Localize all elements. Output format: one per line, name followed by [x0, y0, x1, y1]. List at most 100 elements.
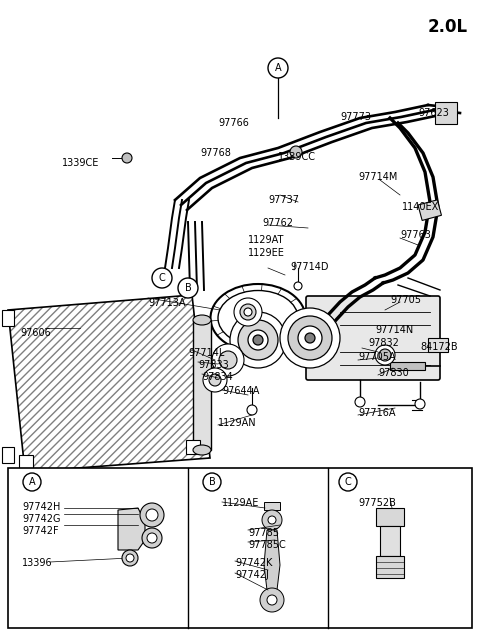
Text: B: B [185, 283, 192, 293]
Bar [435, 102, 457, 124]
Circle shape [126, 554, 134, 562]
Circle shape [375, 345, 395, 365]
Text: 97705: 97705 [390, 295, 421, 305]
Text: 97714L: 97714L [188, 348, 224, 358]
Circle shape [146, 509, 158, 521]
Ellipse shape [218, 290, 298, 345]
Text: 13396: 13396 [22, 558, 53, 568]
Text: A: A [29, 477, 36, 487]
Text: 1129AE: 1129AE [222, 498, 259, 508]
Circle shape [288, 316, 332, 360]
Polygon shape [428, 338, 448, 352]
Bar [8, 468, 472, 628]
Text: 84172B: 84172B [420, 342, 457, 352]
FancyBboxPatch shape [306, 296, 440, 380]
Circle shape [298, 326, 322, 350]
Text: 1129AN: 1129AN [218, 418, 257, 428]
Text: 97832: 97832 [368, 338, 399, 348]
Circle shape [142, 528, 162, 548]
Circle shape [238, 320, 278, 360]
Text: 97606: 97606 [20, 328, 51, 338]
Circle shape [253, 335, 263, 345]
Circle shape [262, 510, 282, 530]
Text: A: A [275, 63, 281, 73]
Bar [418, 200, 442, 220]
Circle shape [203, 368, 227, 392]
Bar [376, 508, 404, 526]
Ellipse shape [193, 315, 211, 325]
Circle shape [379, 349, 391, 361]
Circle shape [305, 333, 315, 343]
Text: 97737: 97737 [268, 195, 299, 205]
Bar [186, 440, 200, 454]
Circle shape [178, 278, 198, 298]
Text: 97705A: 97705A [358, 352, 396, 362]
Text: 1129AT: 1129AT [248, 235, 284, 245]
Circle shape [203, 473, 221, 491]
Polygon shape [118, 508, 145, 550]
Polygon shape [8, 295, 210, 472]
Bar [376, 556, 404, 578]
Text: C: C [345, 477, 351, 487]
Circle shape [294, 282, 302, 290]
Text: 97644A: 97644A [222, 386, 259, 396]
Text: 97742K: 97742K [235, 558, 272, 568]
Text: 1129EE: 1129EE [248, 248, 285, 258]
Text: 97742H: 97742H [22, 502, 60, 512]
Text: 97713A: 97713A [148, 298, 185, 308]
Circle shape [268, 516, 276, 524]
Circle shape [140, 503, 164, 527]
Text: 97785C: 97785C [248, 540, 286, 550]
Circle shape [247, 405, 257, 415]
Circle shape [23, 473, 41, 491]
Circle shape [260, 588, 284, 612]
Text: 97623: 97623 [418, 108, 449, 118]
Bar [193, 320, 211, 450]
Text: 97766: 97766 [218, 118, 249, 128]
Circle shape [230, 312, 286, 368]
Text: 97833: 97833 [198, 360, 229, 370]
Circle shape [339, 473, 357, 491]
Circle shape [219, 351, 237, 369]
Text: 97752B: 97752B [358, 498, 396, 508]
Circle shape [244, 308, 252, 316]
Text: C: C [158, 273, 166, 283]
Bar [380, 526, 400, 556]
Circle shape [122, 550, 138, 566]
Text: 97714M: 97714M [358, 172, 397, 182]
Text: 97714D: 97714D [290, 262, 328, 272]
Circle shape [248, 330, 268, 350]
Text: 97773: 97773 [340, 112, 371, 122]
Circle shape [280, 308, 340, 368]
Text: 97742G: 97742G [22, 514, 60, 524]
Ellipse shape [193, 445, 211, 455]
Text: 97714N: 97714N [375, 325, 413, 335]
Text: 97834: 97834 [202, 372, 233, 382]
Bar [264, 502, 280, 510]
Bar [2, 447, 14, 463]
Circle shape [122, 153, 132, 163]
Circle shape [268, 58, 288, 78]
Text: 97785: 97785 [248, 528, 279, 538]
Circle shape [147, 533, 157, 543]
Text: 97742F: 97742F [22, 526, 59, 536]
Text: 1140EX: 1140EX [402, 202, 439, 212]
Text: 97763: 97763 [400, 230, 431, 240]
Text: B: B [209, 477, 216, 487]
Circle shape [234, 298, 262, 326]
Circle shape [415, 399, 425, 409]
Text: 1339CC: 1339CC [278, 152, 316, 162]
Text: 2.0L: 2.0L [428, 18, 468, 36]
Text: 97830: 97830 [378, 368, 409, 378]
Circle shape [240, 304, 256, 320]
Text: 97762: 97762 [262, 218, 293, 228]
Bar [19, 455, 33, 469]
Ellipse shape [290, 146, 302, 158]
Circle shape [209, 374, 221, 386]
Text: 97768: 97768 [200, 148, 231, 158]
Circle shape [355, 397, 365, 407]
Bar [2, 310, 14, 326]
Text: 97716A: 97716A [358, 408, 396, 418]
Circle shape [212, 344, 244, 376]
Circle shape [152, 268, 172, 288]
